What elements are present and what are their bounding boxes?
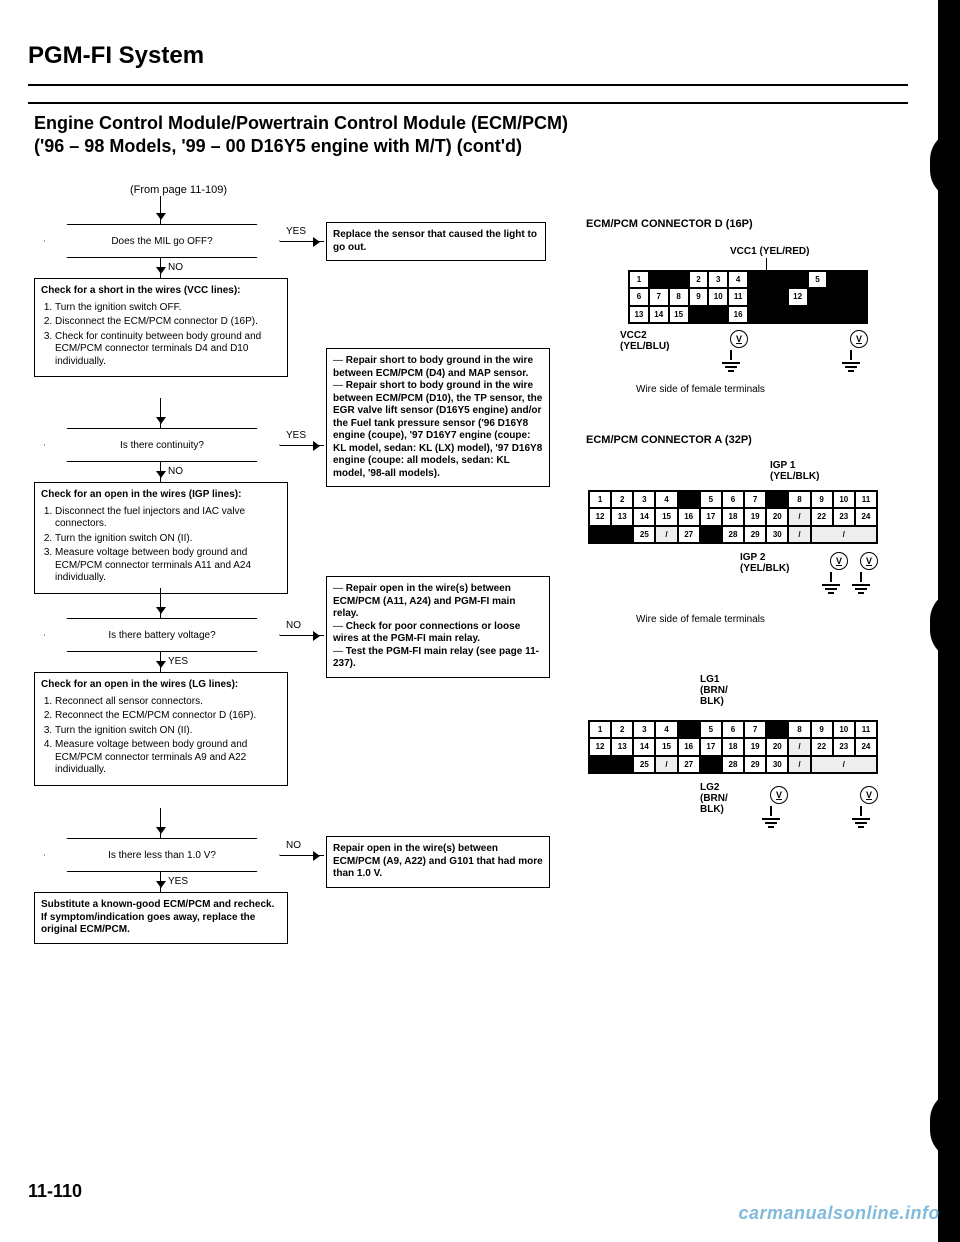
label-no: NO [286,840,301,851]
text: Replace the sensor that caused the light… [333,229,537,253]
step-check-vcc: Check for a short in the wires (VCC line… [34,278,288,377]
step-substitute-ecm: Substitute a known-good ECM/PCM and rech… [34,892,288,944]
watermark: carmanualsonline.info [738,1203,940,1224]
action-replace-sensor: Replace the sensor that caused the light… [326,222,546,261]
label-no: NO [168,466,183,477]
text: Turn the ignition switch OFF. [55,302,281,315]
page-number: 11-110 [28,1181,82,1202]
wire-side-label: Wire side of female terminals [636,614,765,625]
action-repair-short: — Repair short to body ground in the wir… [326,348,550,487]
voltmeter-icon: V [730,330,748,348]
text: Reconnect the ECM/PCM connector D (16P). [55,710,281,723]
decision-mil: Does the MIL go OFF? [44,224,280,258]
ground-icon [762,806,780,828]
flow-line [280,445,324,446]
label-lg2: LG2(BRN/BLK) [700,782,728,815]
step-check-lg: Check for an open in the wires (LG lines… [34,672,288,786]
ground-icon [852,806,870,828]
label-lg1: LG1(BRN/BLK) [700,674,728,707]
voltmeter-icon: V [770,786,788,804]
connector-d-grid: 12345 6789101112 13141516 [628,270,868,324]
connector-a-grid-1: 1234567891011 121314151617181920/222324 … [588,490,878,544]
flow-line [280,855,324,856]
flow-line [160,398,161,428]
text: Does the MIL go OFF? [111,236,212,247]
label-vcc1: VCC1 (YEL/RED) [730,246,809,257]
flow-line [160,588,161,618]
label-yes: YES [168,876,188,887]
rule [28,84,908,86]
ground-icon [842,350,860,372]
text: Check for an open in the wires (IGP line… [41,489,241,500]
text: Engine Control Module/Powertrain Control… [34,113,568,133]
text: Measure voltage between body ground and … [55,547,281,585]
connector-d-title: ECM/PCM CONNECTOR D (16P) [586,218,753,230]
text: Check for an open in the wires (LG lines… [41,679,238,690]
label-igp1: IGP 1(YEL/BLK) [770,460,819,482]
text: Check for a short in the wires (VCC line… [41,285,240,296]
text: Turn the ignition switch ON (II). [55,725,281,738]
flow-line [280,241,324,242]
wire [766,258,767,270]
wire-side-label: Wire side of female terminals [636,384,765,395]
flow-line [160,808,161,838]
label-igp2: IGP 2(YEL/BLK) [740,552,789,574]
ground-icon [822,572,840,594]
text: Repair short to body ground in the wire … [333,355,533,379]
label-yes: YES [286,430,306,441]
page-subtitle: Engine Control Module/Powertrain Control… [34,112,568,157]
flow-line [160,196,161,224]
text: Measure voltage between body ground and … [55,739,281,777]
voltmeter-icon: V [850,330,868,348]
label-vcc2: VCC2(YEL/BLU) [620,330,669,352]
page-title: PGM-FI System [28,42,204,70]
decision-voltage: Is there less than 1.0 V? [44,838,280,872]
decision-continuity: Is there continuity? [44,428,280,462]
text: ('96 – 98 Models, '99 – 00 D16Y5 engine … [34,136,522,156]
thumb-cutout [930,130,960,200]
connector-a-title: ECM/PCM CONNECTOR A (32P) [586,434,752,446]
connector-a-grid-2: 1234567891011 121314151617181920/222324 … [588,720,878,774]
ground-icon [722,350,740,372]
thumb-cutout [930,590,960,660]
action-repair-open-igp: — Repair open in the wire(s) between ECM… [326,576,550,678]
text: Repair open in the wire(s) between ECM/P… [333,843,543,879]
text: Check for continuity between body ground… [55,331,281,369]
label-yes: YES [286,226,306,237]
text: Test the PGM-FI main relay (see page 11-… [333,646,539,670]
label-no: NO [168,262,183,273]
text: Substitute a known-good ECM/PCM and rech… [41,899,274,935]
page: PGM-FI System Engine Control Module/Powe… [0,0,960,1242]
text: Is there less than 1.0 V? [108,850,216,861]
voltmeter-icon: V [830,552,848,570]
ground-icon [852,572,870,594]
text: Repair short to body ground in the wire … [333,380,542,479]
action-repair-open-lg: Repair open in the wire(s) between ECM/P… [326,836,550,888]
text: Reconnect all sensor connectors. [55,696,281,709]
rule [28,102,908,104]
flow-line [160,872,161,892]
flow-line [160,652,161,672]
text: Repair open in the wire(s) between ECM/P… [333,583,515,619]
text: Check for poor connections or loose wire… [333,621,520,645]
flow-line [280,635,324,636]
thumb-cutout [930,1090,960,1160]
decision-battery: Is there battery voltage? [44,618,280,652]
flow-line [160,258,161,278]
voltmeter-icon: V [860,552,878,570]
from-page: (From page 11-109) [130,184,227,196]
flow-line [160,462,161,482]
step-check-igp: Check for an open in the wires (IGP line… [34,482,288,594]
label-yes: YES [168,656,188,667]
voltmeter-icon: V [860,786,878,804]
text: Is there continuity? [120,440,204,451]
text: Is there battery voltage? [108,630,215,641]
text: Turn the ignition switch ON (II). [55,533,281,546]
text: Disconnect the fuel injectors and IAC va… [55,506,281,531]
label-no: NO [286,620,301,631]
text: Disconnect the ECM/PCM connector D (16P)… [55,316,281,329]
